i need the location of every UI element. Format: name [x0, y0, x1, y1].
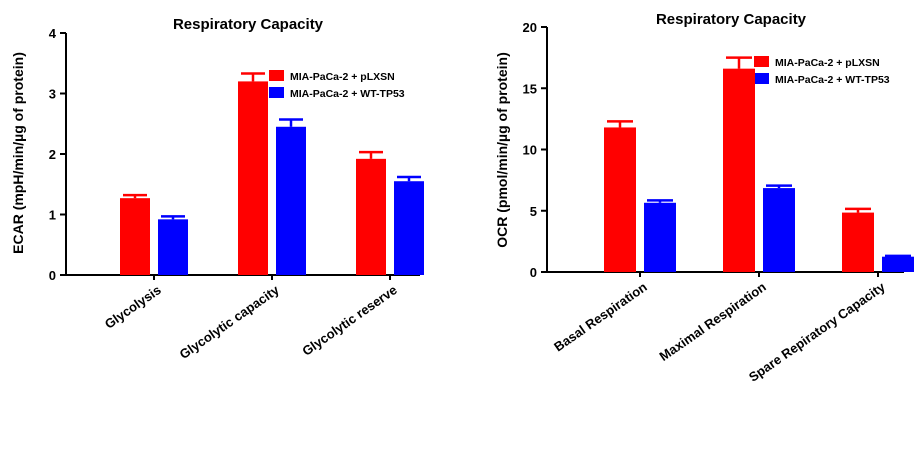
legend-swatch-0 — [269, 70, 284, 81]
category-label: Glycolytic capacity — [177, 282, 283, 362]
y-tick-label: 0 — [530, 265, 537, 280]
legend-label-1: MIA-PaCa-2 + WT-TP53 — [290, 88, 405, 100]
category-label: Basal Respiration — [551, 279, 650, 354]
bar — [276, 126, 306, 276]
legend: MIA-PaCa-2 + pLXSN MIA-PaCa-2 + WT-TP53 — [269, 70, 405, 100]
bar — [644, 202, 676, 272]
category-label: Glycolytic reserve — [299, 282, 399, 359]
chart-title: Respiratory Capacity — [656, 11, 807, 28]
ecar-chart: Respiratory Capacity ECAR (mpH/min/µg of… — [10, 16, 424, 362]
y-tick-label: 2 — [49, 147, 56, 162]
bar — [763, 188, 795, 272]
bar — [604, 127, 636, 272]
y-tick-label: 10 — [523, 143, 537, 158]
y-tick-label: 4 — [49, 26, 57, 41]
bar — [356, 158, 386, 275]
legend-label-1: MIA-PaCa-2 + WT-TP53 — [775, 74, 890, 86]
chart-title: Respiratory Capacity — [173, 16, 324, 33]
category-label: Spare Repiratory Capacity — [746, 279, 888, 385]
bar — [882, 256, 914, 272]
y-tick-label: 3 — [49, 87, 56, 102]
y-tick-label: 1 — [49, 208, 56, 223]
bar — [394, 181, 424, 275]
bar — [723, 68, 755, 273]
legend-label-0: MIA-PaCa-2 + pLXSN — [290, 71, 395, 83]
legend-swatch-1 — [754, 73, 769, 84]
y-axis-label: OCR (pmol/min/µg of protein) — [494, 52, 510, 248]
legend-swatch-0 — [754, 56, 769, 67]
y-tick-label: 5 — [530, 204, 537, 219]
ocr-chart: Respiratory Capacity OCR (pmol/min/µg of… — [494, 11, 914, 385]
bar — [158, 219, 188, 275]
bar — [120, 198, 150, 275]
legend-label-0: MIA-PaCa-2 + pLXSN — [775, 57, 880, 69]
bar — [238, 81, 268, 276]
y-tick-label: 20 — [523, 20, 537, 35]
category-label: Glycolysis — [102, 282, 164, 332]
category-label: Maximal Respiration — [657, 279, 769, 364]
y-axis-label: ECAR (mpH/min/µg of protein) — [10, 52, 26, 254]
legend: MIA-PaCa-2 + pLXSN MIA-PaCa-2 + WT-TP53 — [754, 56, 890, 86]
legend-swatch-1 — [269, 87, 284, 98]
y-tick-label: 0 — [49, 268, 56, 283]
bar — [842, 212, 874, 272]
y-tick-label: 15 — [523, 81, 537, 96]
